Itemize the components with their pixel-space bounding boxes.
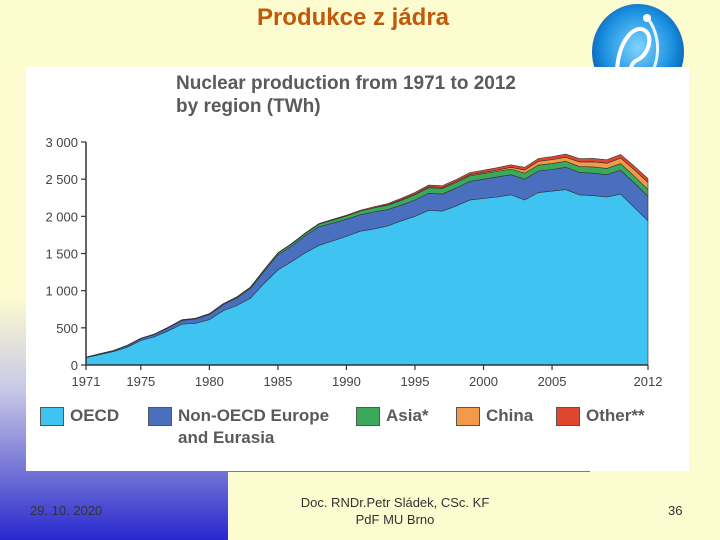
legend-swatch	[148, 407, 172, 426]
legend-item-asia: Asia*	[356, 405, 429, 427]
legend-item-other: Other**	[556, 405, 645, 427]
x-tick-label: 1985	[263, 374, 292, 389]
legend-label: Other**	[586, 406, 645, 425]
page-number: 36	[668, 503, 683, 518]
y-tick-label: 1 500	[45, 247, 78, 262]
y-tick-label: 500	[56, 321, 78, 336]
chart-title: Nuclear production from 1971 to 2012 by …	[176, 72, 596, 118]
slide-title: Produkce z jádra	[256, 4, 450, 31]
y-tick-label: 3 000	[45, 135, 78, 150]
legend-swatch	[40, 407, 64, 426]
legend-item-oecd: OECD	[40, 405, 119, 427]
x-tick-label: 1995	[401, 374, 430, 389]
area-chart: 0 500 1 000 1 500 2 000 2 500 3 000 1971 1975 198…	[45, 135, 663, 389]
x-tick-label: 1980	[195, 374, 224, 389]
chart-title-line1: Nuclear production from 1971 to 2012	[176, 73, 516, 94]
x-tick-label: 2012	[634, 374, 663, 389]
chart-legend: OECD Non-OECD Europe and Eurasia Asia* China…	[26, 401, 689, 471]
y-tick-label: 1 000	[45, 284, 78, 299]
y-tick-label: 0	[71, 358, 78, 373]
y-tick-label: 2 000	[45, 209, 78, 224]
x-tick-label: 2000	[469, 374, 498, 389]
legend-label: Non-OECD Europe and Eurasia	[178, 406, 330, 447]
chart-title-line2: by region (TWh)	[176, 96, 321, 117]
legend-item-non_oecd: Non-OECD Europe and Eurasia	[148, 405, 329, 449]
x-tick-label: 1975	[126, 374, 155, 389]
x-tick-label: 2005	[538, 374, 567, 389]
legend-swatch	[456, 407, 480, 426]
chart-panel: Nuclear production from 1971 to 2012 by …	[26, 67, 689, 471]
legend-label: Asia*	[386, 406, 429, 425]
legend-label: OECD	[70, 406, 120, 425]
y-tick-label: 2 500	[45, 172, 78, 187]
footer-date: 29. 10. 2020	[30, 503, 103, 518]
area-series-other	[85, 153, 649, 358]
background-bottom	[228, 472, 720, 540]
author-line-1: Doc. RNDr.Petr Sládek, CSc. KF	[300, 495, 490, 510]
legend-swatch	[356, 407, 380, 426]
author-line-2: PdF MU Brno	[355, 512, 435, 527]
legend-item-china: China	[456, 405, 533, 427]
x-tick-label: 1971	[72, 374, 101, 389]
footer-author: Doc. RNDr.Petr Sládek, CSc. KF PdF MU Br…	[270, 494, 520, 528]
legend-label: China	[486, 406, 534, 425]
legend-swatch	[556, 407, 580, 426]
x-tick-label: 1990	[332, 374, 361, 389]
